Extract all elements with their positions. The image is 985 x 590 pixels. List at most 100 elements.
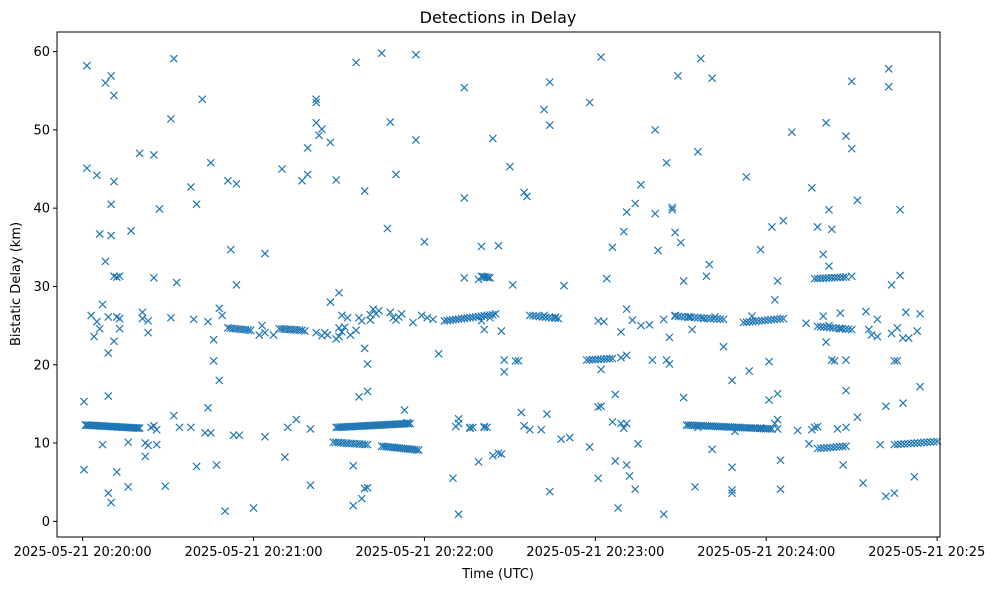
data-point: [149, 150, 158, 159]
data-point: [223, 176, 232, 185]
data-point: [756, 245, 765, 254]
data-point: [559, 281, 569, 290]
data-point: [460, 193, 469, 203]
data-point: [115, 272, 124, 281]
data-point: [773, 276, 782, 286]
data-point: [676, 238, 685, 247]
data-point: [853, 196, 862, 205]
data-point: [369, 305, 378, 314]
data-point: [465, 424, 475, 433]
data-point: [326, 138, 335, 147]
data-point: [109, 337, 118, 346]
data-point: [258, 321, 267, 330]
data-point: [622, 208, 631, 217]
data-point: [460, 83, 469, 92]
data-point: [109, 91, 118, 100]
track-point: [900, 439, 909, 448]
data-point: [728, 463, 737, 472]
data-point: [109, 177, 118, 186]
track-point: [906, 439, 915, 448]
data-point: [186, 423, 195, 432]
data-point: [82, 164, 91, 173]
track-point: [916, 438, 925, 447]
data-point: [665, 333, 674, 342]
track-point: [719, 315, 728, 324]
data-point: [599, 317, 608, 326]
data-point: [537, 425, 546, 434]
data-point: [485, 313, 494, 322]
data-point: [283, 423, 292, 432]
data-point: [312, 95, 321, 104]
data-point: [520, 421, 529, 430]
data-point: [776, 485, 785, 494]
data-point: [391, 170, 400, 179]
data-point: [520, 188, 529, 197]
data-point: [688, 325, 697, 334]
data-point: [673, 71, 682, 80]
data-point: [719, 342, 728, 351]
data-point: [420, 237, 429, 246]
data-point: [192, 200, 201, 209]
track-point: [696, 313, 705, 322]
x-tick-label: 2025-05-21 20:23:00: [526, 545, 664, 560]
data-point: [98, 300, 107, 309]
track-point: [838, 442, 847, 451]
track-point: [819, 443, 828, 453]
data-point: [597, 365, 606, 374]
data-point: [124, 438, 133, 447]
data-point: [357, 494, 366, 503]
data-point: [144, 316, 153, 325]
data-point: [847, 77, 856, 86]
data-point: [765, 357, 774, 366]
track-point: [913, 438, 922, 447]
data-point: [770, 295, 779, 304]
data-point: [668, 203, 677, 212]
data-point: [352, 326, 361, 335]
data-point: [773, 424, 782, 433]
data-point: [876, 440, 885, 449]
data-point: [841, 386, 851, 395]
data-point: [884, 64, 893, 73]
data-point: [525, 425, 534, 434]
track-point: [841, 442, 851, 451]
data-point: [839, 460, 848, 469]
data-point: [594, 403, 603, 412]
data-point: [622, 305, 631, 314]
data-point: [622, 419, 631, 428]
data-point: [483, 423, 492, 432]
data-point: [804, 439, 813, 448]
data-point: [508, 280, 517, 289]
data-point: [417, 311, 426, 320]
data-point: [107, 71, 116, 80]
data-point: [326, 298, 335, 307]
data-point: [292, 415, 301, 424]
track-point: [890, 440, 899, 449]
data-point: [92, 317, 101, 326]
data-point: [659, 315, 668, 324]
data-point: [317, 125, 326, 134]
data-point: [648, 356, 657, 365]
data-point: [400, 406, 409, 415]
track-point: [813, 444, 822, 453]
data-point: [708, 74, 717, 83]
data-point: [112, 273, 121, 282]
data-point: [653, 246, 663, 255]
data-point: [115, 324, 124, 333]
data-point: [893, 356, 902, 365]
data-point: [890, 489, 899, 498]
data-point: [847, 272, 856, 281]
data-point: [186, 182, 195, 192]
data-point: [616, 419, 626, 428]
data-point: [152, 425, 161, 434]
data-point: [386, 118, 395, 127]
data-point: [622, 351, 631, 360]
data-point: [497, 327, 506, 336]
data-point: [138, 314, 147, 323]
data-point: [540, 105, 549, 114]
y-axis-label: Bistatic Delay (km): [9, 222, 24, 346]
data-point: [910, 472, 919, 481]
data-point: [904, 334, 913, 343]
track-point: [135, 424, 144, 433]
data-point: [625, 471, 634, 480]
